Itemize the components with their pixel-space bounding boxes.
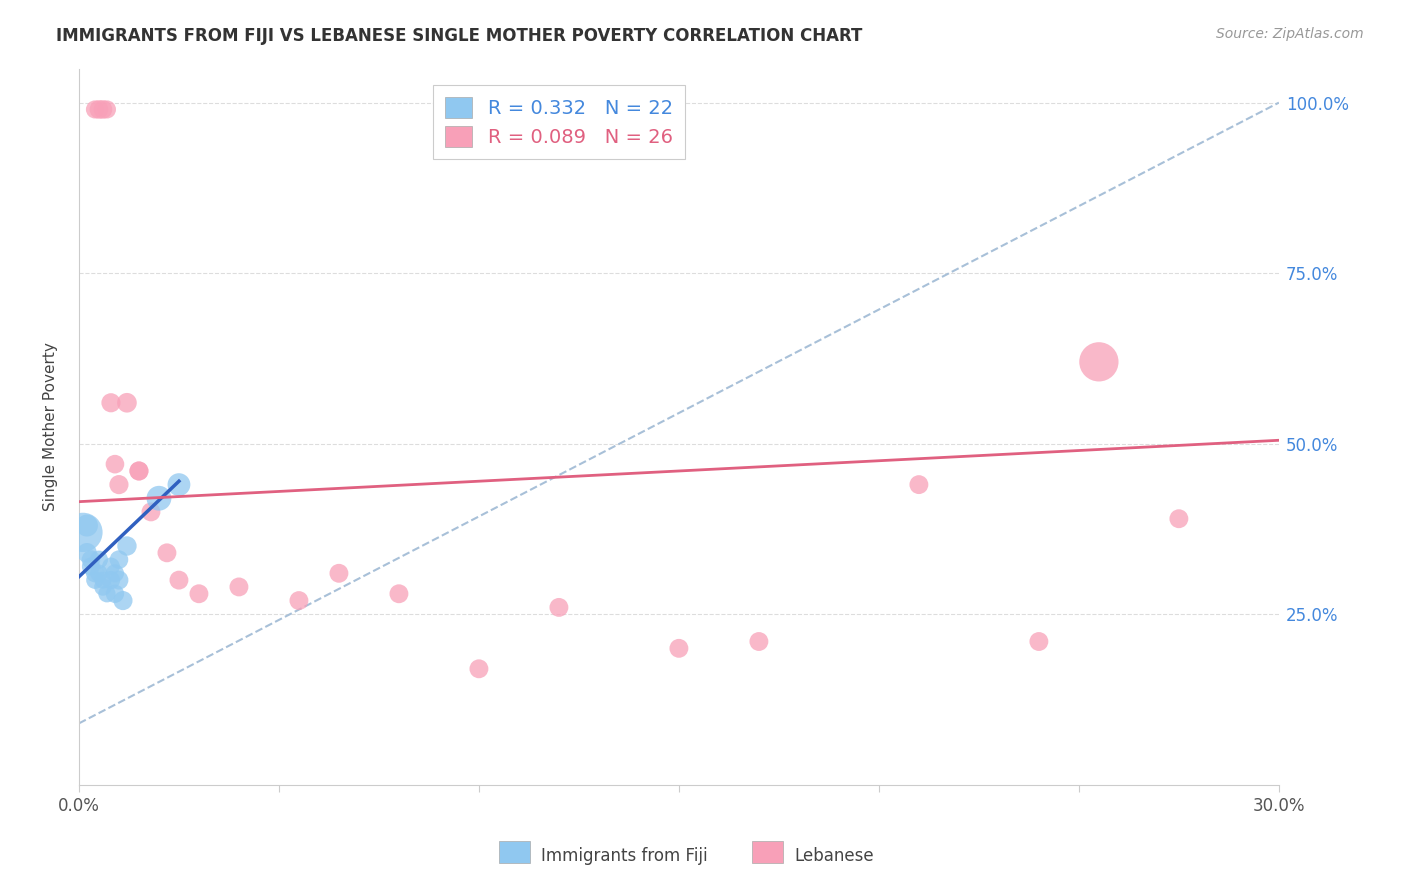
Text: Source: ZipAtlas.com: Source: ZipAtlas.com	[1216, 27, 1364, 41]
Point	[228, 580, 250, 594]
Point	[84, 103, 107, 117]
Legend: R = 0.332   N = 22, R = 0.089   N = 26: R = 0.332 N = 22, R = 0.089 N = 26	[433, 86, 685, 159]
Point	[167, 477, 190, 491]
Point	[148, 491, 170, 506]
Point	[468, 662, 491, 676]
Point	[668, 641, 690, 656]
Point	[748, 634, 770, 648]
Point	[1088, 355, 1111, 369]
Point	[91, 580, 114, 594]
Point	[100, 396, 122, 410]
Point	[80, 552, 103, 566]
Point	[76, 546, 98, 560]
Point	[128, 464, 150, 478]
Point	[328, 566, 350, 581]
Point	[139, 505, 162, 519]
Point	[104, 587, 127, 601]
Point	[104, 457, 127, 471]
Point	[91, 573, 114, 587]
Point	[115, 539, 138, 553]
Point	[87, 566, 110, 581]
Point	[96, 103, 118, 117]
Point	[104, 566, 127, 581]
Point	[80, 559, 103, 574]
Point	[72, 525, 94, 540]
Point	[167, 573, 190, 587]
Point	[100, 559, 122, 574]
Point	[87, 552, 110, 566]
Point	[128, 464, 150, 478]
Point	[388, 587, 411, 601]
Point	[108, 573, 131, 587]
Point	[111, 593, 134, 607]
Point	[87, 103, 110, 117]
Point	[108, 477, 131, 491]
Point	[288, 593, 311, 607]
Point	[100, 573, 122, 587]
Point	[1167, 512, 1189, 526]
Point	[108, 552, 131, 566]
Point	[84, 573, 107, 587]
Point	[84, 566, 107, 581]
Point	[91, 103, 114, 117]
Y-axis label: Single Mother Poverty: Single Mother Poverty	[44, 343, 58, 511]
Point	[908, 477, 931, 491]
Point	[76, 518, 98, 533]
Point	[156, 546, 179, 560]
Text: Immigrants from Fiji: Immigrants from Fiji	[541, 847, 709, 864]
Point	[1028, 634, 1050, 648]
Point	[548, 600, 571, 615]
Point	[187, 587, 209, 601]
Text: IMMIGRANTS FROM FIJI VS LEBANESE SINGLE MOTHER POVERTY CORRELATION CHART: IMMIGRANTS FROM FIJI VS LEBANESE SINGLE …	[56, 27, 863, 45]
Text: Lebanese: Lebanese	[794, 847, 875, 864]
Point	[96, 587, 118, 601]
Point	[115, 396, 138, 410]
